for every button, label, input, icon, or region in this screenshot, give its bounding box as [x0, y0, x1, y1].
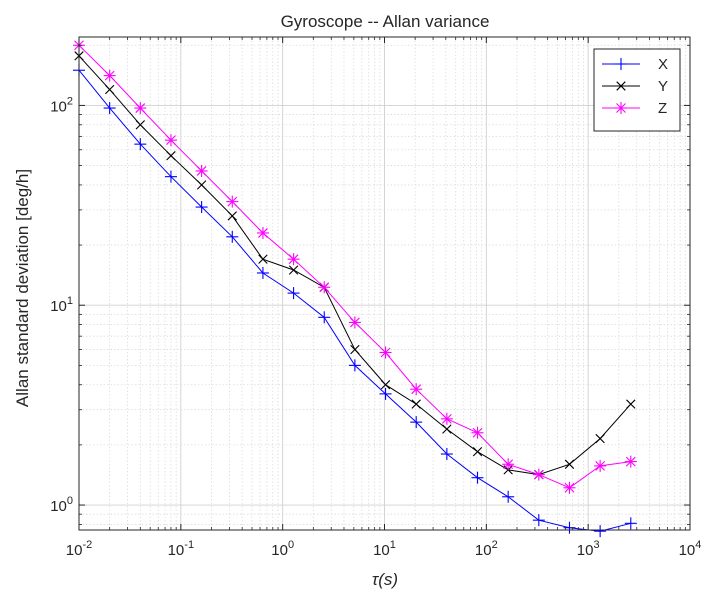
y-axis-label: Allan standard deviation [deg/h] — [13, 169, 32, 407]
data-point-z — [594, 459, 607, 472]
data-point-z — [226, 195, 239, 208]
data-point-x — [164, 170, 177, 183]
data-point-z — [348, 316, 361, 329]
data-point-x — [440, 448, 453, 461]
series-x — [73, 64, 637, 538]
legend-label: Z — [658, 100, 667, 117]
y-tick-label: 102 — [50, 95, 73, 115]
x-tick-label: 104 — [679, 539, 702, 559]
data-point-z — [563, 481, 576, 494]
legend-label: X — [658, 56, 668, 73]
data-point-z — [502, 458, 515, 471]
y-tick-label: 100 — [50, 495, 73, 515]
data-point-x — [134, 138, 147, 151]
data-point-x — [256, 266, 269, 279]
legend-marker — [615, 102, 627, 114]
data-point-y — [472, 446, 483, 457]
data-point-z — [624, 455, 637, 468]
data-point-x — [287, 287, 300, 300]
data-point-y — [380, 380, 391, 390]
data-point-x — [502, 490, 515, 503]
data-point-y — [258, 254, 268, 264]
x-tick-label: 102 — [475, 539, 498, 559]
data-point-z — [410, 383, 423, 396]
legend-entry-x: X — [602, 56, 668, 73]
data-point-z — [134, 102, 147, 115]
data-point-y — [350, 344, 360, 355]
series-z — [73, 39, 637, 494]
data-point-x — [594, 525, 607, 538]
data-point-x — [624, 517, 637, 530]
data-point-z — [287, 253, 300, 266]
data-point-x — [226, 230, 239, 243]
x-tick-label: 10-2 — [66, 539, 92, 559]
data-point-z — [440, 412, 453, 425]
data-point-x — [471, 471, 484, 484]
data-point-z — [471, 426, 484, 439]
data-point-x — [348, 359, 361, 372]
data-point-x — [103, 102, 116, 115]
data-point-y — [411, 399, 421, 409]
data-point-z — [103, 69, 116, 82]
series-group — [73, 39, 637, 538]
data-point-y — [626, 399, 636, 409]
data-point-z — [256, 226, 269, 239]
grid-group — [79, 37, 690, 530]
data-point-y — [196, 180, 207, 190]
data-point-z — [532, 468, 545, 481]
data-point-z — [379, 346, 392, 359]
axes-group — [78, 36, 691, 531]
data-point-x — [379, 387, 392, 400]
y-tick-label: 101 — [50, 295, 73, 315]
legend-entry-y: Y — [602, 78, 668, 95]
data-point-x — [532, 514, 545, 527]
data-point-y — [564, 459, 575, 469]
x-tick-label: 100 — [271, 539, 294, 559]
data-point-z — [318, 281, 331, 294]
data-point-y — [166, 151, 176, 161]
legend-entry-z: Z — [602, 100, 667, 117]
x-tick-label: 101 — [373, 539, 396, 559]
data-point-y — [288, 265, 299, 275]
chart-title: Gyroscope -- Allan variance — [281, 12, 490, 31]
data-point-z — [195, 164, 208, 177]
legend-label: Y — [658, 78, 668, 95]
x-tick-label: 10-1 — [168, 539, 194, 559]
legend-box — [593, 48, 681, 132]
x-tick-label: 103 — [577, 539, 600, 559]
data-point-x — [195, 201, 208, 214]
tick-labels-group: 10-2 10-1 100 101 102 103 104 100 101 102 — [50, 95, 701, 559]
legend: XYZ — [593, 48, 681, 132]
data-point-y — [442, 424, 452, 434]
legend-marker — [616, 81, 626, 91]
data-point-y — [135, 120, 145, 130]
data-point-y — [104, 84, 115, 95]
data-point-y — [595, 433, 605, 444]
legend-marker — [615, 58, 627, 70]
data-point-z — [164, 134, 177, 147]
data-point-x — [410, 416, 423, 429]
x-axis-label: τ(s) — [372, 570, 398, 589]
data-point-x — [318, 311, 331, 324]
data-point-y — [227, 211, 237, 221]
